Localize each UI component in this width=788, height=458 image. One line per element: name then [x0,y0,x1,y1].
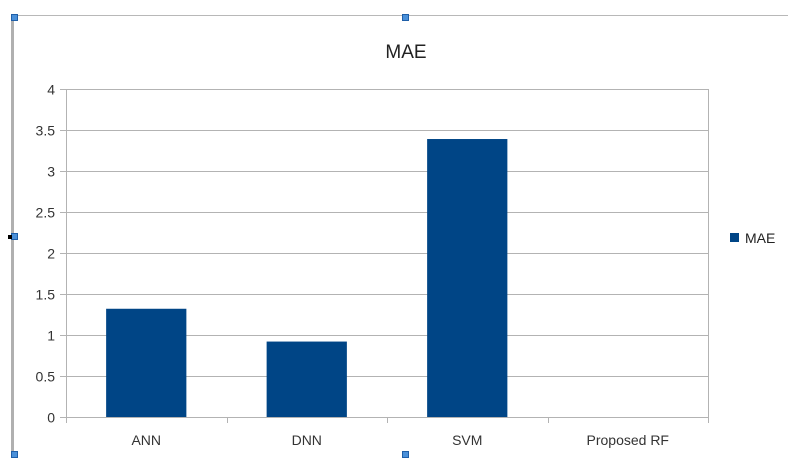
x-axis-tick-labels: ANN DNN SVM Proposed RF [131,432,669,448]
x-tick-label: SVM [452,432,482,448]
y-tick-label: 2.5 [36,205,56,221]
y-tick-label: 1.5 [36,287,56,303]
legend: MAE [730,230,775,246]
selection-frame-top [12,15,788,16]
legend-swatch-mae [730,233,739,242]
y-tick-label: 3.5 [36,123,56,139]
y-tick-label: 3 [47,164,55,180]
x-tick-label: ANN [131,432,161,448]
bar-svm [427,139,508,417]
chart-title: MAE [385,42,426,63]
bars [106,139,508,417]
bar-ann [106,308,187,417]
y-tick-label: 0 [47,410,55,426]
y-tick-label: 4 [47,82,55,98]
axes [60,89,709,423]
resize-handle-top-left[interactable] [11,14,18,21]
gridlines [66,89,709,417]
anchor-marker [8,235,12,239]
x-tick-label: DNN [292,432,322,448]
legend-label-mae: MAE [745,230,775,246]
y-axis-tick-labels: 0 0.5 1 1.5 2 2.5 3 3.5 4 [36,82,56,426]
x-tick-label: Proposed RF [587,432,669,448]
bar-dnn [266,341,347,417]
y-tick-label: 2 [47,246,55,262]
y-tick-label: 1 [47,328,55,344]
resize-handle-top-center[interactable] [402,14,409,21]
y-tick-label: 0.5 [36,369,56,385]
